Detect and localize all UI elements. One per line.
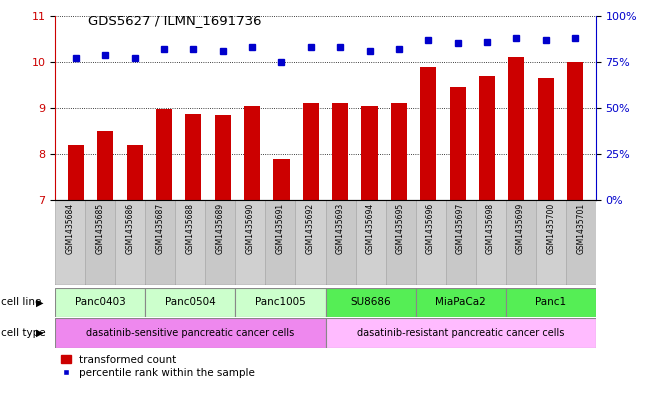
Text: GSM1435692: GSM1435692 [306, 203, 315, 254]
Bar [186, 114, 201, 200]
Text: dasatinib-resistant pancreatic cancer cells: dasatinib-resistant pancreatic cancer ce… [357, 328, 564, 338]
Text: GSM1435697: GSM1435697 [456, 203, 465, 254]
Bar [567, 62, 583, 200]
Bar [476, 200, 506, 285]
Text: SU8686: SU8686 [350, 298, 391, 307]
Text: GSM1435689: GSM1435689 [216, 203, 225, 254]
Bar [115, 200, 145, 285]
Bar [236, 200, 266, 285]
Bar [145, 288, 236, 317]
Bar [326, 288, 415, 317]
Bar [326, 200, 355, 285]
Text: MiaPaCa2: MiaPaCa2 [436, 298, 486, 307]
Bar [156, 110, 172, 200]
Bar [361, 106, 378, 200]
Text: GSM1435693: GSM1435693 [336, 203, 345, 254]
Text: cell type: cell type [1, 328, 46, 338]
Text: Panc0504: Panc0504 [165, 298, 215, 307]
Bar [420, 66, 436, 200]
Bar [326, 318, 596, 348]
Text: GSM1435698: GSM1435698 [486, 203, 495, 254]
Text: GDS5627 / ILMN_1691736: GDS5627 / ILMN_1691736 [88, 14, 262, 27]
Text: Panc0403: Panc0403 [75, 298, 126, 307]
Bar [236, 288, 326, 317]
Bar [273, 159, 290, 200]
Text: GSM1435688: GSM1435688 [186, 203, 195, 254]
Bar [391, 103, 407, 200]
Bar [68, 145, 84, 200]
Legend: transformed count, percentile rank within the sample: transformed count, percentile rank withi… [61, 355, 255, 378]
Bar [445, 200, 476, 285]
Text: GSM1435687: GSM1435687 [156, 203, 165, 254]
Text: GSM1435691: GSM1435691 [276, 203, 285, 254]
Bar [206, 200, 236, 285]
Text: GSM1435694: GSM1435694 [366, 203, 375, 254]
Bar [215, 115, 231, 200]
Bar [508, 57, 525, 200]
Bar [303, 103, 319, 200]
Bar [126, 145, 143, 200]
Bar [385, 200, 415, 285]
Text: cell line: cell line [1, 298, 41, 307]
Bar [244, 106, 260, 200]
Bar [145, 200, 175, 285]
Bar [296, 200, 326, 285]
Text: GSM1435695: GSM1435695 [396, 203, 405, 254]
Text: GSM1435685: GSM1435685 [96, 203, 105, 254]
Bar [506, 200, 536, 285]
Bar [536, 200, 566, 285]
Text: ▶: ▶ [36, 328, 44, 338]
Text: Panc1005: Panc1005 [255, 298, 306, 307]
Bar [450, 87, 465, 200]
Bar [355, 200, 385, 285]
Text: GSM1435700: GSM1435700 [546, 203, 555, 254]
Bar [332, 103, 348, 200]
Text: GSM1435684: GSM1435684 [66, 203, 75, 254]
Text: ▶: ▶ [36, 298, 44, 307]
Bar [85, 200, 115, 285]
Bar [97, 131, 113, 200]
Bar [55, 200, 85, 285]
Bar [415, 288, 506, 317]
Text: GSM1435696: GSM1435696 [426, 203, 435, 254]
Bar [566, 200, 596, 285]
Text: GSM1435690: GSM1435690 [246, 203, 255, 254]
Bar [538, 78, 554, 200]
Text: Panc1: Panc1 [535, 298, 566, 307]
Bar [415, 200, 445, 285]
Text: dasatinib-sensitive pancreatic cancer cells: dasatinib-sensitive pancreatic cancer ce… [87, 328, 294, 338]
Bar [55, 318, 325, 348]
Bar [175, 200, 206, 285]
Bar [55, 288, 145, 317]
Text: GSM1435701: GSM1435701 [576, 203, 585, 254]
Text: GSM1435686: GSM1435686 [126, 203, 135, 254]
Bar [506, 288, 596, 317]
Bar [266, 200, 296, 285]
Text: GSM1435699: GSM1435699 [516, 203, 525, 254]
Bar [479, 76, 495, 200]
